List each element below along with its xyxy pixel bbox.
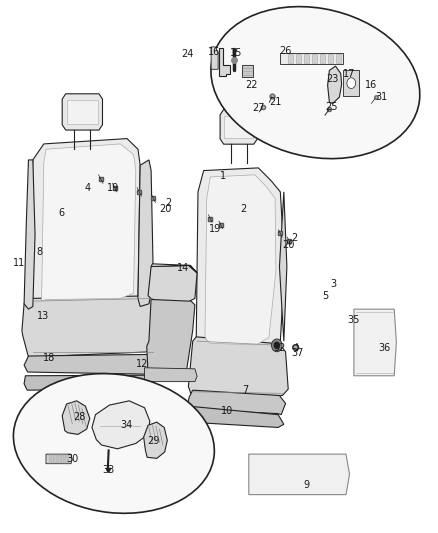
Polygon shape	[188, 337, 288, 399]
Polygon shape	[187, 390, 286, 415]
Polygon shape	[67, 455, 69, 463]
Text: 17: 17	[343, 69, 355, 78]
Text: 11: 11	[13, 259, 25, 268]
Text: 20: 20	[159, 204, 172, 214]
Text: 1: 1	[220, 171, 226, 181]
Polygon shape	[219, 48, 230, 76]
Text: 33: 33	[102, 465, 115, 475]
Text: 23: 23	[327, 74, 339, 84]
Text: 7: 7	[242, 385, 248, 395]
Polygon shape	[62, 401, 90, 434]
Polygon shape	[279, 192, 287, 341]
Text: 35: 35	[347, 315, 359, 325]
Polygon shape	[63, 455, 66, 463]
Text: 34: 34	[120, 421, 132, 430]
Text: 16: 16	[365, 80, 378, 90]
Polygon shape	[24, 354, 159, 376]
Polygon shape	[354, 309, 396, 376]
Text: 32: 32	[273, 343, 286, 352]
Polygon shape	[42, 144, 136, 301]
Text: 19: 19	[208, 224, 221, 234]
Polygon shape	[144, 422, 167, 458]
Polygon shape	[22, 296, 161, 357]
Text: 13: 13	[37, 311, 49, 320]
Text: 8: 8	[36, 247, 42, 256]
Text: 12: 12	[136, 359, 148, 368]
Polygon shape	[249, 454, 350, 495]
Polygon shape	[148, 265, 197, 301]
Text: 2: 2	[291, 233, 297, 243]
Text: 5: 5	[322, 292, 328, 301]
Text: 4: 4	[85, 183, 91, 192]
Polygon shape	[46, 454, 72, 464]
Text: 16: 16	[208, 47, 220, 57]
Text: 3: 3	[331, 279, 337, 289]
Text: 2: 2	[166, 198, 172, 207]
Polygon shape	[67, 100, 98, 124]
Polygon shape	[320, 54, 325, 63]
Text: 15: 15	[230, 49, 242, 58]
Text: 20: 20	[282, 240, 294, 250]
Text: 26: 26	[279, 46, 292, 55]
Polygon shape	[220, 110, 257, 144]
Text: 2: 2	[240, 204, 246, 214]
Polygon shape	[186, 406, 284, 427]
Polygon shape	[288, 54, 293, 63]
Polygon shape	[53, 455, 55, 463]
Text: 18: 18	[43, 353, 55, 363]
Polygon shape	[62, 94, 102, 130]
Polygon shape	[24, 160, 35, 309]
Polygon shape	[312, 54, 317, 63]
Text: 10: 10	[221, 407, 233, 416]
Polygon shape	[147, 298, 195, 373]
Ellipse shape	[211, 6, 420, 159]
Polygon shape	[296, 54, 301, 63]
Text: 22: 22	[246, 80, 258, 90]
Text: 30: 30	[66, 455, 78, 464]
Text: 37: 37	[292, 348, 304, 358]
Polygon shape	[196, 168, 285, 349]
Text: 19: 19	[107, 183, 119, 192]
Text: 36: 36	[378, 343, 391, 352]
Text: 9: 9	[304, 480, 310, 490]
Circle shape	[347, 78, 356, 88]
Polygon shape	[205, 175, 276, 345]
Text: 25: 25	[325, 102, 337, 111]
Polygon shape	[304, 54, 309, 63]
Polygon shape	[145, 368, 197, 382]
Text: 24: 24	[181, 50, 194, 59]
Circle shape	[272, 339, 282, 352]
Text: 21: 21	[269, 98, 281, 107]
Text: 29: 29	[147, 437, 159, 446]
Polygon shape	[328, 66, 342, 103]
Polygon shape	[138, 160, 153, 306]
Polygon shape	[328, 54, 333, 63]
Polygon shape	[24, 375, 155, 390]
Polygon shape	[60, 455, 62, 463]
Polygon shape	[336, 54, 341, 63]
Text: 31: 31	[376, 92, 388, 102]
Text: 28: 28	[74, 412, 86, 422]
Polygon shape	[28, 139, 140, 309]
Text: 6: 6	[58, 208, 64, 218]
Polygon shape	[151, 264, 197, 273]
Polygon shape	[49, 455, 52, 463]
Polygon shape	[225, 116, 253, 138]
Polygon shape	[211, 47, 218, 69]
Polygon shape	[242, 65, 253, 77]
Polygon shape	[56, 455, 59, 463]
Text: 14: 14	[177, 263, 189, 272]
Polygon shape	[280, 53, 343, 64]
Circle shape	[274, 342, 279, 349]
Polygon shape	[92, 401, 150, 449]
Ellipse shape	[14, 374, 214, 513]
Polygon shape	[343, 70, 359, 96]
Text: 27: 27	[252, 103, 265, 112]
